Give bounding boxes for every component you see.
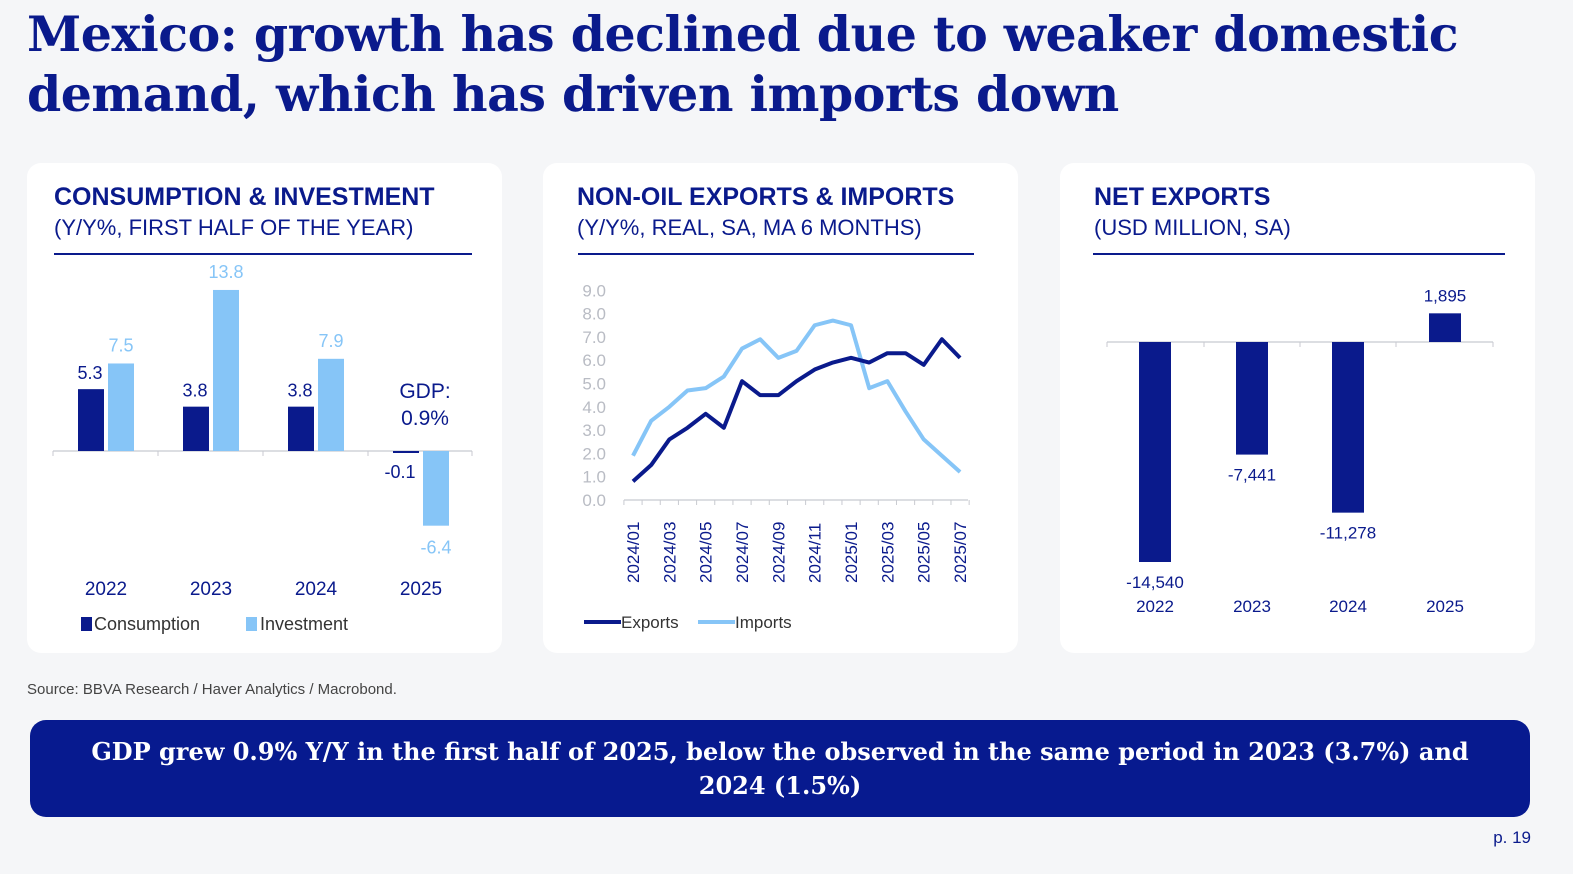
x-tick-label: 2024/03 (660, 522, 679, 583)
bar-consumption (288, 406, 314, 451)
bar-investment (213, 289, 239, 451)
bar-consumption (393, 451, 419, 453)
y-tick-label: 9.0 (582, 281, 606, 300)
y-tick-label: 8.0 (582, 305, 606, 324)
y-tick-label: 2.0 (582, 444, 606, 463)
bar-investment (423, 451, 449, 526)
legend-swatch-consumption (81, 617, 92, 631)
chart-subtitle: (Y/Y%, REAL, SA, MA 6 MONTHS) (577, 215, 922, 240)
y-tick-label: 7.0 (582, 328, 606, 347)
legend-swatch-investment (246, 617, 257, 631)
x-tick-label: 2025/07 (951, 522, 970, 583)
page-number: p. 19 (1493, 828, 1531, 847)
data-label: 3.8 (182, 381, 207, 401)
x-tick-label: 2024 (295, 579, 338, 600)
x-tick-label: 2025 (400, 579, 442, 600)
x-tick-label: 2024/05 (697, 522, 716, 583)
y-tick-label: 3.0 (582, 421, 606, 440)
data-label: 5.3 (77, 363, 102, 383)
y-tick-label: 6.0 (582, 351, 606, 370)
legend-label: Imports (735, 613, 792, 632)
chart-title: NET EXPORTS (1094, 183, 1271, 211)
x-tick-label: 2025/05 (915, 522, 934, 583)
title-divider (578, 253, 974, 255)
net-exports-panel: NET EXPORTS (USD MILLION, SA) -14,540 202… (1060, 163, 1535, 653)
data-label: -14,540 (1126, 573, 1184, 592)
x-tick-label: 2025/03 (878, 522, 897, 583)
data-label: 7.9 (318, 331, 343, 351)
line-imports (631, 318, 962, 474)
exports-imports-panel: NON-OIL EXPORTS & IMPORTS (Y/Y%, REAL, S… (543, 163, 1018, 653)
x-tick-label: 2025 (1426, 597, 1464, 616)
consumption-investment-panel: CONSUMPTION & INVESTMENT (Y/Y%, FIRST HA… (27, 163, 502, 653)
chart-title: NON-OIL EXPORTS & IMPORTS (577, 183, 955, 211)
y-tick-label: 5.0 (582, 375, 606, 394)
data-label: 13.8 (208, 262, 243, 282)
y-tick-label: 0.0 (582, 491, 606, 510)
chart-subtitle: (USD MILLION, SA) (1094, 215, 1291, 240)
net-exports-chart: -14,540 2022 -7,441 2023 -11,278 2024 1,895 202… (1106, 286, 1494, 616)
y-tick-label: 4.0 (582, 398, 606, 417)
summary-text: GDP grew 0.9% Y/Y in the first half of 2… (91, 736, 1469, 800)
x-tick-label: 2023 (190, 579, 232, 600)
data-label: 7.5 (108, 335, 133, 355)
x-tick-label: 2022 (1136, 597, 1174, 616)
chart-subtitle: (Y/Y%, FIRST HALF OF THE YEAR) (54, 215, 414, 240)
gdp-annotation: 0.9% (401, 407, 449, 430)
legend-label: Consumption (94, 614, 200, 634)
x-tick-label: 2024/11 (806, 523, 825, 583)
data-label: -0.1 (384, 462, 415, 482)
page-title: Mexico: growth has declined due to weake… (27, 5, 1459, 123)
x-tick-label: 2025/01 (842, 522, 861, 583)
x-tick-label: 2022 (85, 579, 127, 600)
title-divider (1093, 253, 1505, 255)
x-tick-label: 2024/09 (769, 522, 788, 583)
title-divider (54, 253, 472, 255)
bar-net-exports (1332, 342, 1364, 513)
legend-label: Investment (260, 614, 348, 634)
data-label: -11,278 (1320, 524, 1376, 543)
y-tick-label: 1.0 (582, 468, 606, 487)
gdp-annotation: GDP: (399, 380, 450, 403)
line-exports (631, 337, 962, 483)
bar-net-exports (1139, 342, 1171, 562)
consumption-investment-chart: 2022 2023 2024 2025 5.3 3.8 3.8 -0.1 7.5 13.8 7.9 -… (52, 262, 473, 634)
bar-investment (318, 358, 344, 451)
bar-net-exports (1236, 342, 1268, 455)
bar-consumption (78, 389, 104, 451)
x-tick-label: 2023 (1233, 597, 1271, 616)
source-note: Source: BBVA Research / Haver Analytics … (27, 681, 397, 698)
bar-investment (108, 363, 134, 451)
summary-banner: GDP grew 0.9% Y/Y in the first half of 2… (30, 720, 1530, 817)
x-tick-label: 2024 (1329, 597, 1367, 616)
x-tick-label: 2024/07 (733, 522, 752, 583)
bar-net-exports (1429, 313, 1461, 342)
legend-label: Exports (621, 613, 679, 632)
data-label: 1,895 (1424, 286, 1467, 305)
data-label: -6.4 (420, 538, 451, 558)
data-label: -7,441 (1228, 466, 1276, 485)
exports-imports-chart: 0.0 1.0 2.0 3.0 4.0 5.0 6.0 7.0 8.0 9.0 2024/01 202… (582, 281, 970, 632)
x-tick-label: 2024/01 (624, 522, 643, 583)
data-label: 3.8 (287, 381, 312, 401)
chart-title: CONSUMPTION & INVESTMENT (54, 183, 435, 211)
bar-consumption (183, 406, 209, 451)
